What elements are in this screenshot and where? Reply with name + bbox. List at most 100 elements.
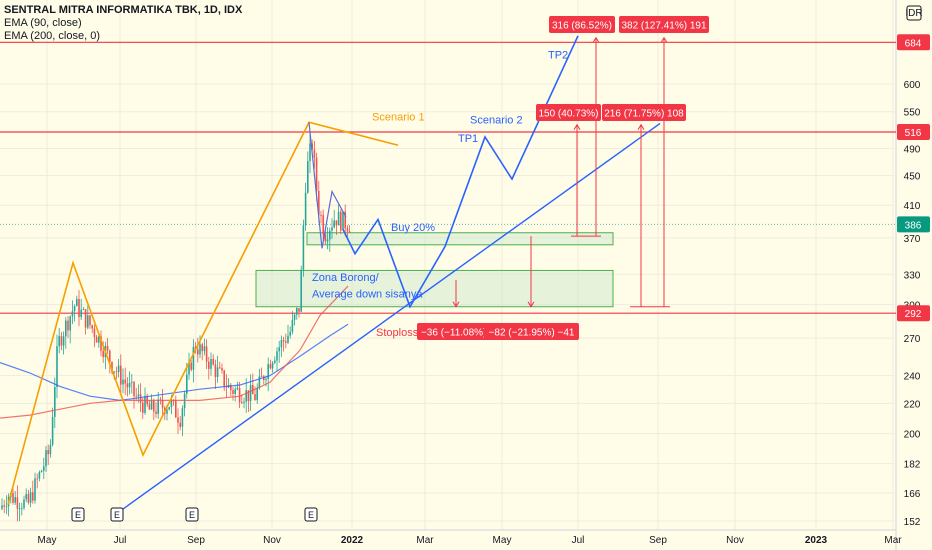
candle-body: [117, 365, 120, 373]
currency-box: [906, 5, 922, 21]
candle-body: [348, 231, 351, 233]
candle-body: [260, 376, 263, 378]
ema-short-label[interactable]: EMA (90, close): [4, 17, 82, 29]
x-tick-label: Jul: [114, 535, 127, 546]
candle-body: [307, 161, 309, 193]
candle-body: [128, 382, 131, 388]
candle-body: [67, 320, 69, 331]
candle-body: [58, 336, 60, 347]
candle-body: [87, 315, 89, 328]
candle-body: [278, 347, 280, 352]
candle-body: [302, 225, 305, 270]
candle-body: [89, 315, 91, 326]
y-tick-label: 550: [904, 108, 921, 119]
symbol-title[interactable]: SENTRAL MITRA INFORMATIKA TBK, 1D, IDX: [4, 4, 243, 16]
candle-body: [276, 351, 278, 361]
currency-label: IDR: [905, 8, 922, 19]
candle-body: [313, 149, 316, 158]
recent-swing-lines: [308, 122, 347, 249]
y-tick-label: 330: [904, 270, 921, 281]
candle-body: [190, 362, 192, 370]
candle-body: [40, 470, 43, 473]
candle-body: [5, 506, 8, 508]
candle-body: [102, 350, 104, 358]
candle-body: [315, 157, 318, 192]
candle-body: [106, 346, 109, 351]
x-tick-label: Mar: [884, 535, 902, 546]
stoploss-measure-label-bg: [417, 323, 499, 340]
x-tick-label: Nov: [726, 535, 744, 546]
candle-body: [219, 367, 221, 369]
candle-body: [1, 505, 3, 509]
buy-zone-box: [306, 232, 614, 246]
candle-body: [32, 492, 34, 501]
tp1-measure-label-bg: [536, 104, 601, 121]
candle-body: [153, 400, 155, 412]
candle-body: [236, 387, 239, 390]
candle-body: [269, 364, 272, 369]
x-tick-label: Sep: [187, 535, 205, 546]
candle-body: [337, 211, 340, 226]
candle-body: [241, 402, 243, 403]
candle-body: [296, 308, 298, 315]
price-label-bg: [897, 124, 930, 141]
candle-body: [186, 374, 188, 394]
candle-body: [326, 239, 329, 242]
annotations: Scenario 1 Scenario 2 TP1 TP2 Buy 20% Zona Bo…: [312, 50, 568, 339]
y-tick-label: 200: [904, 430, 921, 441]
candle-body: [271, 362, 274, 369]
candle-body: [221, 368, 223, 371]
candle-body: [115, 371, 118, 373]
candle-body: [320, 215, 322, 216]
price-label-bg: [897, 216, 930, 233]
candle-body: [256, 388, 258, 401]
candle-body: [84, 309, 87, 328]
tp2-profit-label-bg: [619, 16, 709, 33]
x-tick-label: Mar: [416, 535, 434, 546]
candle-body: [289, 331, 291, 336]
candle-body: [144, 395, 146, 413]
candle-body: [197, 349, 199, 355]
candle-body: [51, 416, 54, 445]
candle-body: [12, 493, 14, 503]
ema-long-label[interactable]: EMA (200, close, 0): [4, 30, 100, 42]
candle-body: [3, 505, 5, 507]
x-tick-label: May: [493, 535, 512, 546]
stoploss-measure-label: −36 (−11.08%) −: [421, 328, 495, 339]
candle-body: [142, 402, 144, 413]
candle-body: [324, 234, 327, 242]
candle-body: [263, 376, 265, 381]
y-tick-label: 182: [904, 460, 921, 471]
tp2-label: TP2: [548, 50, 568, 62]
x-tick-label: Sep: [649, 535, 667, 546]
candle-body: [62, 336, 65, 346]
candle-body: [201, 344, 203, 352]
x-axis: May Jul Sep Nov 2022 Mar May Jul Sep Nov 2023 Mar: [0, 529, 902, 546]
candle-body: [18, 508, 21, 510]
price-label: 516: [905, 128, 922, 139]
grid: [0, 0, 896, 530]
candle-body: [131, 381, 133, 383]
candle-body: [170, 400, 173, 408]
candle-body: [216, 367, 219, 377]
x-tick-label: May: [38, 535, 57, 546]
candle-body: [342, 211, 344, 231]
price-label: 386: [905, 220, 922, 231]
candle-body: [205, 346, 208, 362]
earnings-marker: E: [308, 510, 314, 520]
candle-body: [177, 417, 179, 423]
candle-body: [232, 390, 234, 394]
candle-body: [80, 309, 82, 318]
zones: [255, 232, 614, 308]
candle-body: [133, 381, 135, 396]
x-tick-label: 2023: [805, 535, 828, 546]
candle-body: [47, 450, 49, 455]
candle-body: [113, 371, 115, 373]
candle-body: [155, 411, 157, 414]
candle-body: [280, 340, 283, 348]
ema-lines: [0, 285, 349, 419]
buy-label: Buy 20%: [391, 222, 435, 234]
earnings-marker-box: [71, 507, 85, 522]
candle-body: [14, 497, 16, 503]
